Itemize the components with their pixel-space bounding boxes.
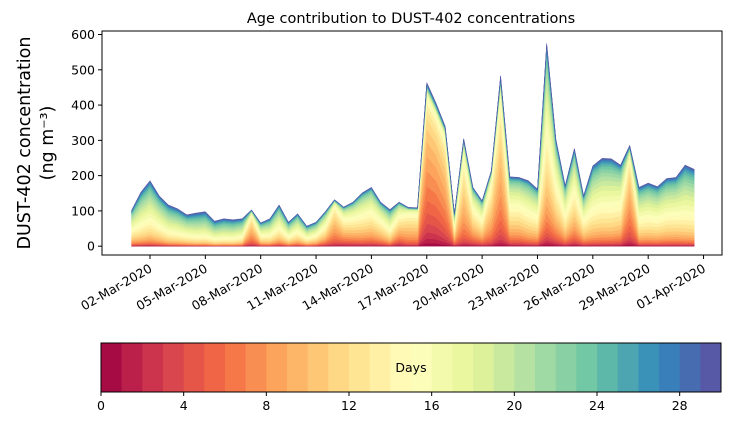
plot-frame bbox=[101, 30, 723, 256]
y-tick-label: 500 bbox=[71, 62, 95, 77]
colorbar-segment bbox=[700, 343, 722, 392]
colorbar-tick-label: 0 bbox=[97, 398, 105, 413]
colorbar-segment bbox=[411, 343, 433, 392]
y-axis: 0 100 200 300 400 500 600 bbox=[71, 27, 102, 254]
y-tick-label: 0 bbox=[87, 239, 95, 254]
y-tick-label: 300 bbox=[71, 133, 95, 148]
colorbar-segment bbox=[328, 343, 350, 392]
colorbar-segment bbox=[473, 343, 495, 392]
colorbar-segment bbox=[514, 343, 536, 392]
colorbar-segment bbox=[287, 343, 309, 392]
colorbar-segment bbox=[452, 343, 474, 392]
y-axis-label-line1: DUST-402 concentration bbox=[15, 37, 35, 250]
x-axis: 02-Mar-202005-Mar-202008-Mar-202011-Mar-… bbox=[78, 255, 708, 313]
y-axis-label: DUST-402 concentration (ng m⁻³) bbox=[15, 37, 58, 250]
colorbar-segment bbox=[163, 343, 185, 392]
colorbar-segment bbox=[679, 343, 701, 392]
colorbar-tick-label: 12 bbox=[341, 398, 357, 413]
colorbar-tick-label: 24 bbox=[589, 398, 605, 413]
colorbar-label: Days bbox=[395, 360, 426, 375]
y-tick-label: 600 bbox=[71, 27, 95, 42]
colorbar-segment bbox=[390, 343, 412, 392]
y-tick-label: 100 bbox=[71, 203, 95, 218]
colorbar-frame bbox=[100, 342, 722, 393]
colorbar-segment bbox=[204, 343, 226, 392]
y-tick-label: 400 bbox=[71, 98, 95, 113]
colorbar-segment bbox=[617, 343, 639, 392]
age-band-area-29 bbox=[131, 43, 695, 227]
colorbar-segment bbox=[225, 343, 247, 392]
colorbar-segment bbox=[659, 343, 681, 392]
colorbar-segment bbox=[121, 343, 143, 392]
colorbar-tick-label: 20 bbox=[506, 398, 522, 413]
chart-title: Age contribution to DUST-402 concentrati… bbox=[247, 11, 575, 27]
colorbar-segment bbox=[349, 343, 371, 392]
colorbar-segment bbox=[369, 343, 391, 392]
colorbar-segment bbox=[266, 343, 288, 392]
colorbar-segment bbox=[597, 343, 619, 392]
colorbar-segment bbox=[183, 343, 205, 392]
colorbar-segment bbox=[245, 343, 267, 392]
colorbar-segment bbox=[576, 343, 598, 392]
colorbar-segment bbox=[431, 343, 453, 392]
stacked-areas bbox=[131, 43, 695, 247]
colorbar-segment bbox=[638, 343, 660, 392]
colorbar-segment bbox=[142, 343, 164, 392]
colorbar-segment bbox=[535, 343, 557, 392]
colorbar-segment bbox=[101, 343, 123, 392]
y-axis-label-line2: (ng m⁻³) bbox=[38, 106, 58, 181]
colorbar-tick-label: 28 bbox=[672, 398, 688, 413]
colorbar: 0 4 8 12 16 20 24 28 bbox=[97, 342, 722, 413]
colorbar-segment bbox=[307, 343, 329, 392]
colorbar-tick-label: 4 bbox=[180, 398, 188, 413]
colorbar-tick-label: 16 bbox=[424, 398, 440, 413]
colorbar-tick-label: 8 bbox=[262, 398, 270, 413]
colorbar-segment bbox=[493, 343, 515, 392]
colorbar-segment bbox=[555, 343, 577, 392]
y-tick-label: 200 bbox=[71, 168, 95, 183]
